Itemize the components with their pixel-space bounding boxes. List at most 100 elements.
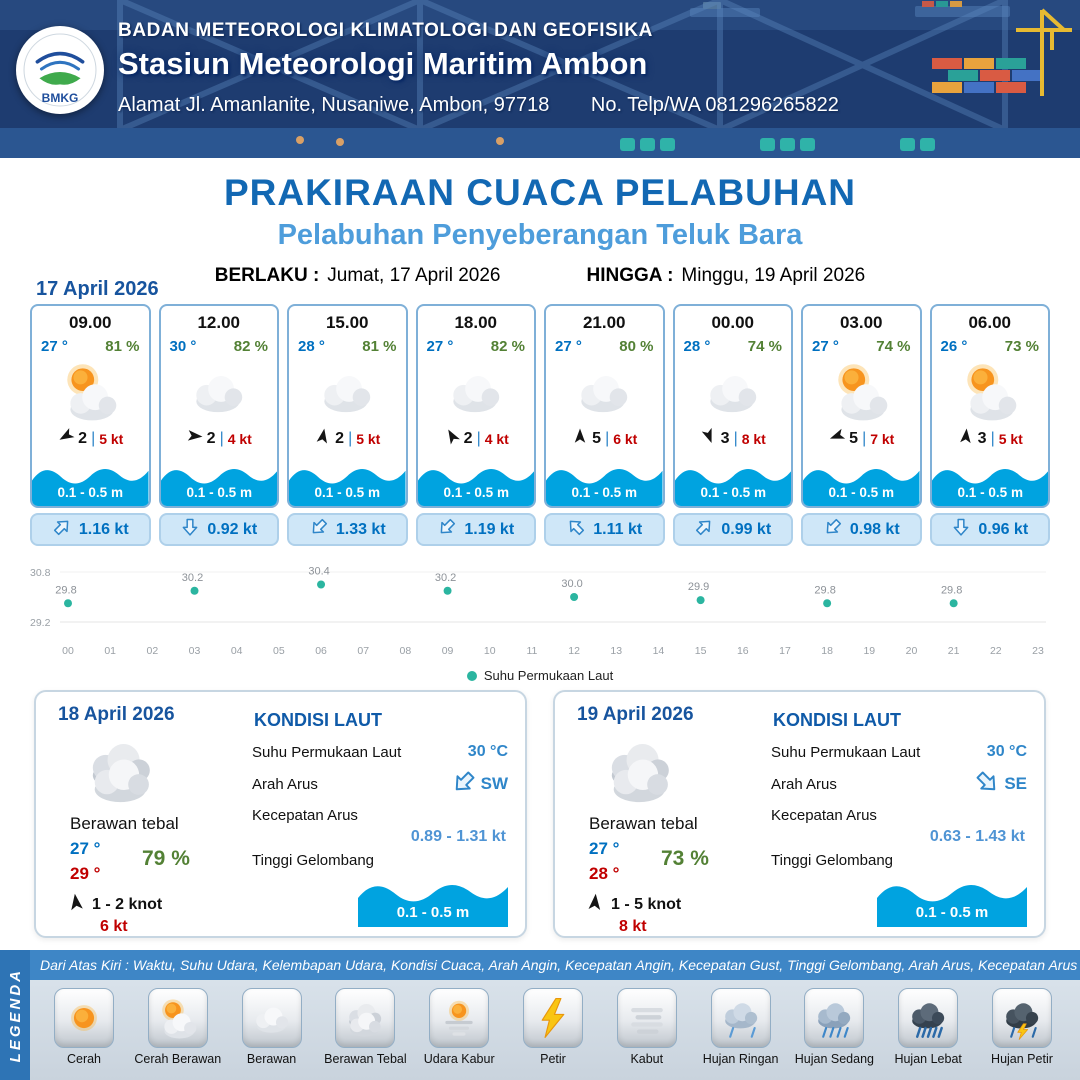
weather-icon-cerah-berawan	[828, 357, 894, 425]
sst-label: Suhu Permukaan Laut	[252, 743, 402, 761]
hourly-forecast-card: 18.00 27 ° 82 % 2 | 4 kt 0.1 - 0.5 m 1.19 kt	[415, 304, 536, 546]
weather-icon-berawan	[700, 357, 766, 425]
current-speed-box: 0.92 kt	[158, 513, 279, 546]
humidity: 80 %	[619, 338, 654, 355]
legend-item-label: Kabut	[630, 1052, 664, 1066]
svg-text:30.8: 30.8	[30, 567, 51, 579]
daily-date: 18 April 2026	[58, 704, 175, 725]
wind-direction-icon	[57, 427, 75, 450]
svg-text:29.9: 29.9	[688, 581, 709, 593]
svg-text:30.0: 30.0	[561, 578, 582, 590]
header-address-line: Alamat Jl. Amanlanite, Nusaniwe, Ambon, …	[118, 94, 839, 117]
wind-direction-icon	[585, 892, 605, 917]
humidity: 73 %	[1004, 338, 1039, 355]
humidity: 73 %	[661, 847, 709, 870]
svg-text:0.1 - 0.5 m: 0.1 - 0.5 m	[700, 485, 766, 500]
daily-date: 19 April 2026	[577, 704, 694, 725]
current-direction-icon	[951, 517, 971, 542]
humidity: 81 %	[362, 338, 397, 355]
current-speed-box: 0.99 kt	[672, 513, 793, 546]
current-direction-value: SW	[480, 774, 508, 793]
hourly-forecast-card: 21.00 27 ° 80 % 5 | 6 kt 0.1 - 0.5 m 1.11 kt	[544, 304, 665, 546]
wind-separator: |	[91, 429, 96, 447]
weather-icon-berawan	[186, 357, 252, 425]
legend-item-label: Hujan Petir	[991, 1052, 1053, 1066]
current-speed: 0.98 kt	[849, 520, 900, 538]
legend-footer: LEGENDA Dari Atas Kiri : Waktu, Suhu Uda…	[0, 950, 1080, 1080]
wind-row: 3 | 5 kt	[957, 427, 1023, 450]
current-direction-icon	[823, 517, 843, 542]
wind-separator: |	[733, 429, 738, 447]
legend-item-hujan-sedang: Hujan Sedang	[790, 988, 878, 1067]
daily-forecast-card: 18 April 2026 Berawan tebal 27 ° 29 ° 79 % 1 …	[34, 690, 527, 938]
weather-condition: Berawan tebal	[70, 814, 179, 833]
svg-text:03: 03	[189, 645, 201, 657]
svg-text:09: 09	[442, 645, 454, 657]
wind-gust: 6 kt	[100, 918, 128, 935]
page-subtitle: Pelabuhan Penyeberangan Teluk Bara	[277, 219, 803, 251]
wind-direction-icon	[700, 427, 718, 450]
wind-gust: 8 kt	[741, 430, 766, 447]
air-temperature: 26 °	[940, 338, 968, 355]
current-direction-row: Arah Arus SW	[252, 769, 508, 799]
svg-text:29.8: 29.8	[55, 584, 76, 596]
air-temperature: 27 °	[426, 338, 454, 355]
humidity: 74 %	[876, 338, 911, 355]
wind-gust: 5 kt	[998, 430, 1023, 447]
legend-title-band: LEGENDA	[0, 950, 30, 1080]
wind-speed: 2	[78, 429, 88, 447]
current-speed: 1.19 kt	[464, 520, 515, 538]
wind-separator: |	[348, 429, 353, 447]
air-temperature: 27 °	[555, 338, 582, 355]
air-temperature: 28 °	[298, 338, 325, 355]
wind-gust: 5 kt	[99, 430, 124, 447]
hourly-card-main: 18.00 27 ° 82 % 2 | 4 kt 0.1 - 0.5 m	[415, 304, 536, 508]
humidity: 74 %	[747, 338, 782, 355]
svg-text:16: 16	[737, 645, 749, 657]
svg-text:06: 06	[315, 645, 327, 657]
hourly-forecast-card: 00.00 28 ° 74 % 3 | 8 kt 0.1 - 0.5 m 0.99 kt	[672, 304, 793, 546]
hourly-card-main: 12.00 30 ° 82 % 2 | 4 kt 0.1 - 0.5 m	[158, 304, 279, 508]
hourly-forecast-card: 12.00 30 ° 82 % 2 | 4 kt 0.1 - 0.5 m 0.92 kt	[158, 304, 279, 546]
temp-humidity-row: 27 ° 82 %	[418, 338, 535, 355]
wave-height-label: Tinggi Gelombang	[771, 852, 894, 869]
wave-height-band: 0.1 - 0.5 m	[546, 462, 663, 506]
legend-item-label: Hujan Ringan	[702, 1052, 779, 1066]
sea-conditions-panel: KONDISI LAUT Suhu Permukaan Laut 30 °C Arah…	[252, 708, 508, 927]
svg-text:07: 07	[357, 645, 369, 657]
wind-direction-icon	[443, 427, 461, 450]
current-speed-value: 0.89 - 1.31 kt	[410, 828, 506, 845]
current-speed-box: 1.19 kt	[415, 513, 536, 546]
current-speed: 0.96 kt	[978, 520, 1029, 538]
hujan-petir-icon	[991, 988, 1052, 1048]
current-speed-box: 0.98 kt	[801, 513, 922, 546]
current-direction-label: Arah Arus	[771, 775, 837, 793]
legend-item-label: Udara Kabur	[423, 1052, 495, 1066]
legend-item-kabut: Kabut	[603, 988, 691, 1067]
svg-text:13: 13	[610, 645, 622, 657]
wind-speed: 2	[335, 429, 345, 447]
wave-height-row: Tinggi Gelombang	[771, 852, 1027, 869]
current-direction-icon	[309, 517, 329, 542]
min-temperature: 27 °	[589, 839, 620, 858]
sea-conditions-title: KONDISI LAUT	[773, 710, 901, 730]
humidity: 81 %	[105, 338, 140, 355]
legend-main: Dari Atas Kiri : Waktu, Suhu Udara, Kele…	[30, 950, 1080, 1080]
cerah-icon	[54, 988, 114, 1048]
temp-humidity-row: 27 ° 81 %	[32, 338, 149, 355]
legend-item-berawan-tebal: Berawan Tebal	[321, 988, 409, 1067]
daily-forecast-row: 18 April 2026 Berawan tebal 27 ° 29 ° 79 % 1 …	[34, 690, 1046, 938]
wave-height-band: 0.1 - 0.5 m	[674, 462, 791, 506]
hujan-lebat-icon	[898, 988, 959, 1048]
svg-text:12: 12	[568, 645, 580, 657]
weather-icon-berawan	[314, 357, 380, 425]
wind-direction-icon	[957, 427, 975, 450]
wave-height-band: 0.1 - 0.5 m	[289, 462, 406, 506]
sst-value: 30 °C	[467, 743, 508, 760]
current-speed: 1.33 kt	[335, 520, 386, 538]
wave-height-band: 0.1 - 0.5 m	[417, 462, 534, 506]
svg-text:10: 10	[484, 645, 496, 657]
humidity: 82 %	[490, 338, 525, 355]
legend-item-berawan: Berawan	[228, 988, 316, 1067]
legend-item-label: Berawan	[246, 1052, 297, 1066]
